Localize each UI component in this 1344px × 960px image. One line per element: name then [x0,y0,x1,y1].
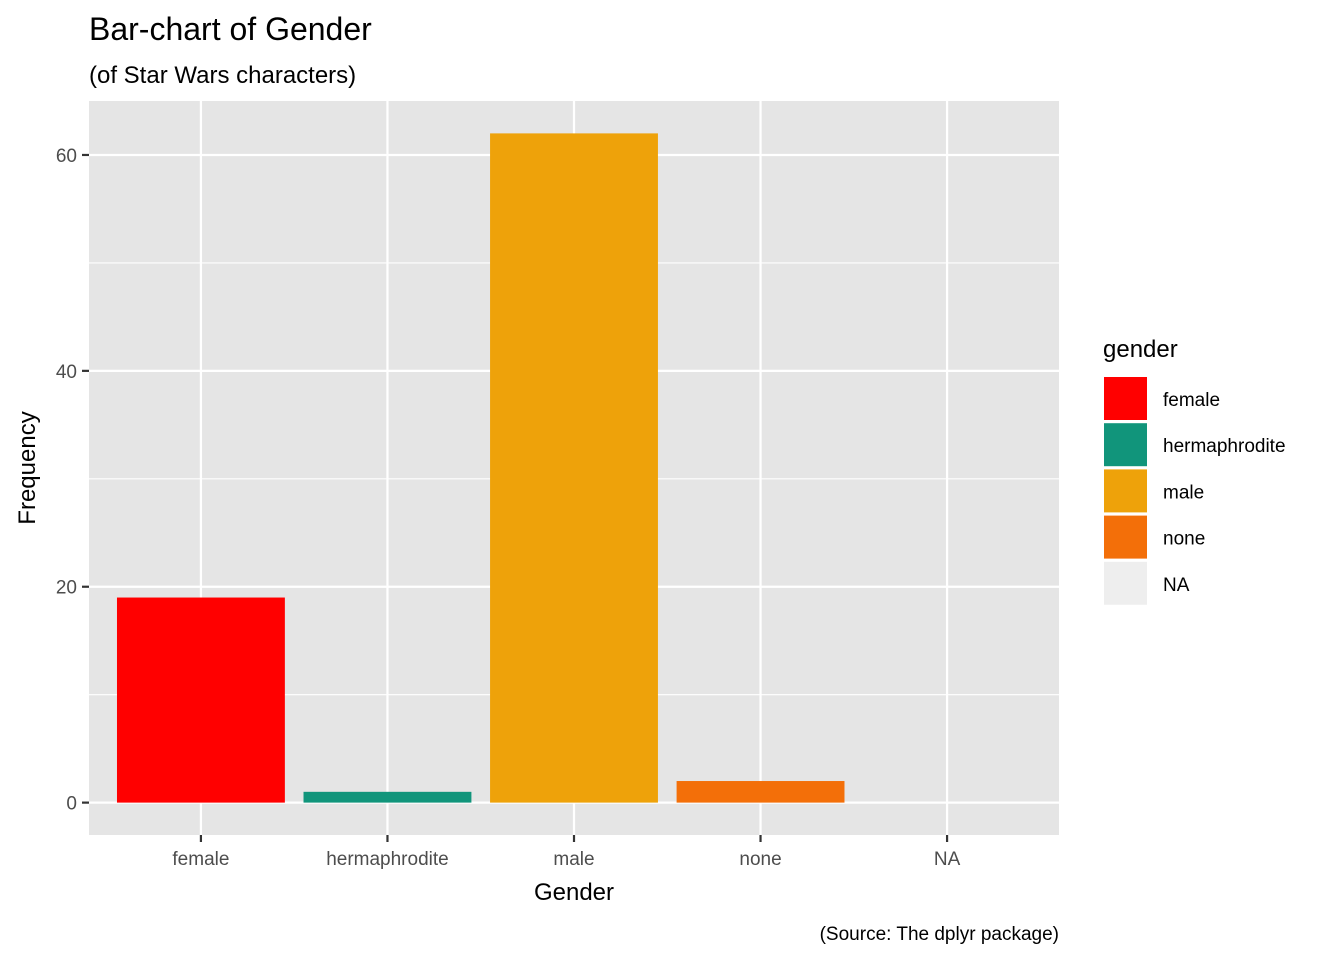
y-axis: 0 20 40 60 [56,146,89,815]
y-tick-label: 40 [56,362,77,383]
bar-female [116,597,285,803]
legend-label: female [1163,390,1220,411]
legend-key-male [1104,469,1147,513]
x-tick-label: NA [934,849,961,870]
y-tick-label: 60 [56,146,77,167]
bar-male [490,133,658,803]
chart-subtitle: (of Star Wars characters) [89,62,356,89]
x-tick-label: female [172,849,229,870]
legend-key-hermaphrodite [1104,423,1147,467]
chart-title: Bar-chart of Gender [89,11,372,47]
x-tick-label: none [739,849,781,870]
chart-caption: (Source: The dplyr package) [820,924,1059,945]
legend-label: male [1163,482,1204,503]
legend-label: none [1163,529,1205,550]
legend-title: gender [1103,336,1178,363]
legend-key-female [1104,377,1147,420]
x-tick-label: male [553,849,594,870]
x-axis-title: Gender [534,879,614,906]
legend: gender female hermaphrodite male none NA [1103,336,1286,605]
legend-key-na [1104,561,1147,605]
x-axis: female hermaphrodite male none NA [172,835,961,870]
y-tick-label: 20 [56,578,77,599]
legend-key-none [1104,515,1147,559]
legend-label: hermaphrodite [1163,436,1286,457]
y-tick-label: 0 [66,794,77,815]
bars [116,133,845,803]
legend-label: NA [1163,575,1190,596]
bar-none [676,781,845,803]
bar-hermaphrodite [303,791,472,803]
y-axis-title: Frequency [14,411,41,524]
x-tick-label: hermaphrodite [326,849,449,870]
